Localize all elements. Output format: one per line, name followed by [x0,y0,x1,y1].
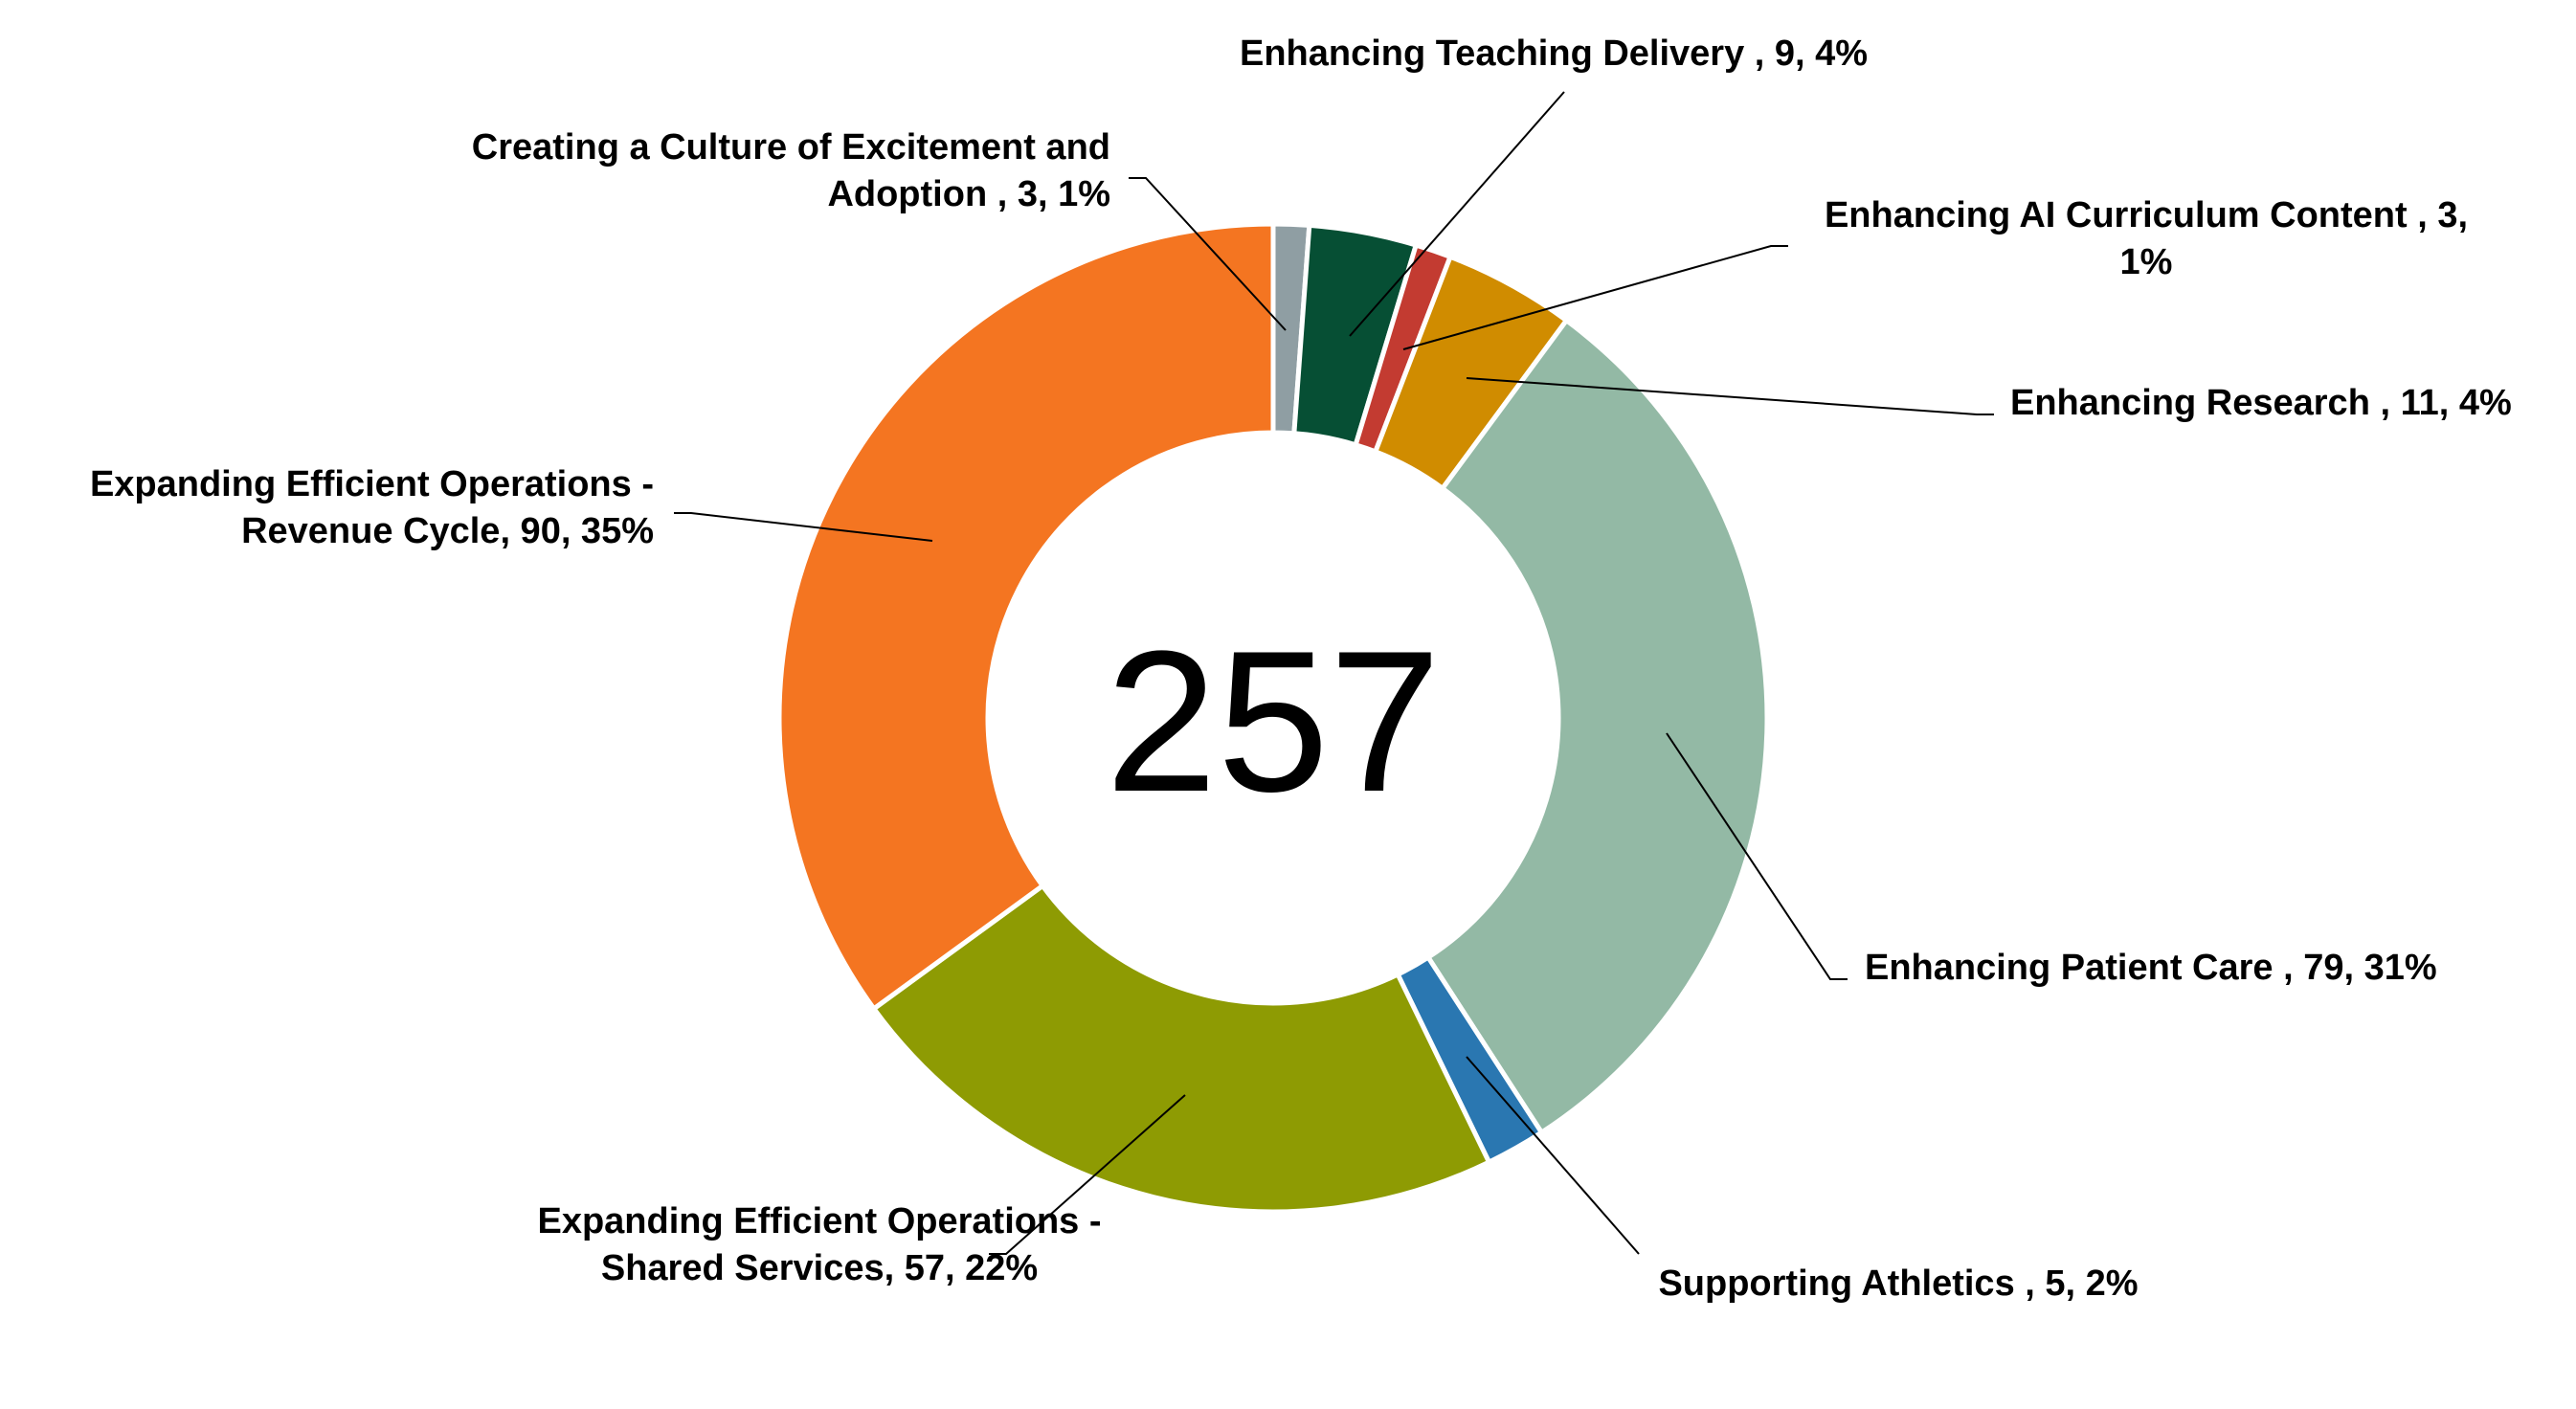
center-total: 257 [1106,609,1441,834]
label-expanding-efficient-operations-shared-services: Expanding Efficient Operations -Shared S… [537,1201,1101,1288]
label-enhancing-research: Enhancing Research , 11, 4% [2010,383,2512,423]
label-enhancing-ai-curriculum-content: Enhancing AI Curriculum Content , 3, 1% [1825,195,2468,282]
slice-labels: Creating a Culture of Excitement and Adop… [90,34,2512,1304]
leader-line-supporting-athletics [1466,1056,1640,1255]
leader-line-enhancing-ai-curriculum-content [1402,245,1788,350]
leader-line-creating-a-culture-of-excitement-and-adoption [1129,177,1287,331]
label-enhancing-patient-care: Enhancing Patient Care , 79, 31% [1865,948,2437,988]
label-creating-a-culture-of-excitement-and-adoption: Creating a Culture of Excitement and Adop… [472,127,1110,214]
leader-lines [674,91,1994,1255]
slice-expanding-efficient-operations-revenue-cycle [776,221,1276,1013]
label-expanding-efficient-operations-revenue-cycle: Expanding Efficient Operations -Revenue … [90,464,654,551]
label-enhancing-teaching-delivery: Enhancing Teaching Delivery , 9, 4% [1240,34,1868,74]
label-supporting-athletics: Supporting Athletics , 5, 2% [1658,1264,2138,1304]
slice-enhancing-patient-care [1424,317,1770,1136]
leader-line-enhancing-research [1466,377,1994,415]
leader-line-expanding-efficient-operations-shared-services [989,1094,1186,1255]
leader-line-enhancing-teaching-delivery [1349,91,1565,337]
leader-line-expanding-efficient-operations-revenue-cycle [674,512,933,542]
leader-line-enhancing-patient-care [1666,732,1848,980]
donut-slices [776,221,1770,1215]
slice-expanding-efficient-operations-shared-services [870,882,1492,1215]
